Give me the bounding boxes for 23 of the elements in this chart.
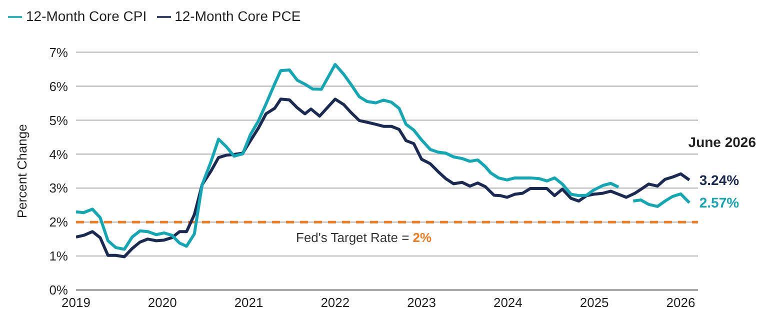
x-tick-label: 2022 xyxy=(320,295,350,310)
ref-line-label: Fed's Target Rate = 2% xyxy=(296,230,432,246)
y-tick-label: 0% xyxy=(49,282,68,298)
y-tick-label: 3% xyxy=(49,180,68,196)
x-tick-label: 2023 xyxy=(407,295,436,310)
legend-label: 12-Month Core PCE xyxy=(174,8,301,24)
legend-label: 12-Month Core CPI xyxy=(26,8,147,24)
y-axis-title: Percent Change xyxy=(14,124,30,218)
x-tick-label: 2021 xyxy=(234,295,264,310)
y-tick-label: 4% xyxy=(49,146,68,162)
annotation: 2.57% xyxy=(699,194,740,211)
x-tick-label: 2025 xyxy=(580,295,609,310)
x-tick-label: 2024 xyxy=(493,295,522,310)
annotation: 3.24% xyxy=(699,172,740,188)
x-tick-label: 2020 xyxy=(148,295,177,310)
x-tick-label: 2026 xyxy=(666,295,696,310)
y-tick-label: 6% xyxy=(49,78,68,94)
y-tick-label: 7% xyxy=(49,44,68,60)
x-tick-label: 2019 xyxy=(62,295,90,310)
y-tick-label: 2% xyxy=(49,214,68,230)
annotation: June 2026 xyxy=(688,134,756,150)
y-tick-label: 1% xyxy=(49,248,68,264)
y-tick-label: 5% xyxy=(49,112,68,128)
